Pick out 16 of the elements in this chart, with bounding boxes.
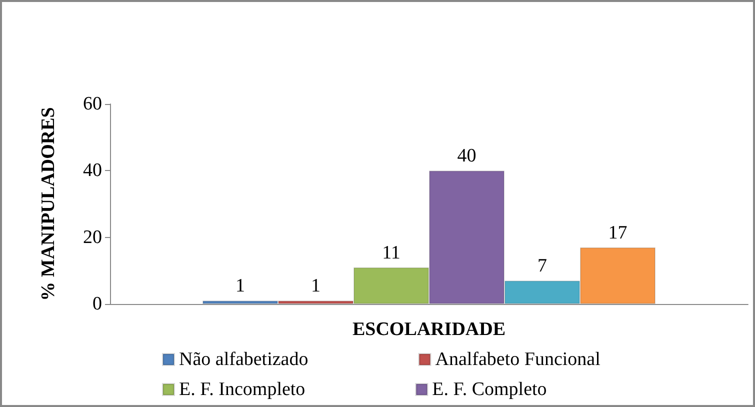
legend-label: E. F. Completo bbox=[432, 379, 547, 400]
y-tick-label: 40 bbox=[83, 160, 102, 182]
data-label: 7 bbox=[537, 256, 547, 277]
data-label: 1 bbox=[311, 276, 321, 297]
data-label: 40 bbox=[457, 146, 476, 167]
x-axis-title: ESCOLARIDADE bbox=[352, 319, 506, 340]
y-tick-label: 60 bbox=[83, 94, 102, 114]
legend-label: Não alfabetizado bbox=[179, 349, 308, 370]
data-label: 17 bbox=[608, 222, 628, 244]
data-label: 11 bbox=[382, 242, 400, 264]
y-tick-label: 20 bbox=[83, 226, 102, 248]
data-label: 1 bbox=[236, 276, 246, 297]
legend-label: E. F. Incompleto bbox=[179, 379, 306, 400]
legend-label: Analfabeto Funcional bbox=[435, 349, 600, 370]
y-tick-label: 0 bbox=[92, 294, 102, 314]
y-axis-title: % MANIPULADORES bbox=[38, 107, 59, 301]
